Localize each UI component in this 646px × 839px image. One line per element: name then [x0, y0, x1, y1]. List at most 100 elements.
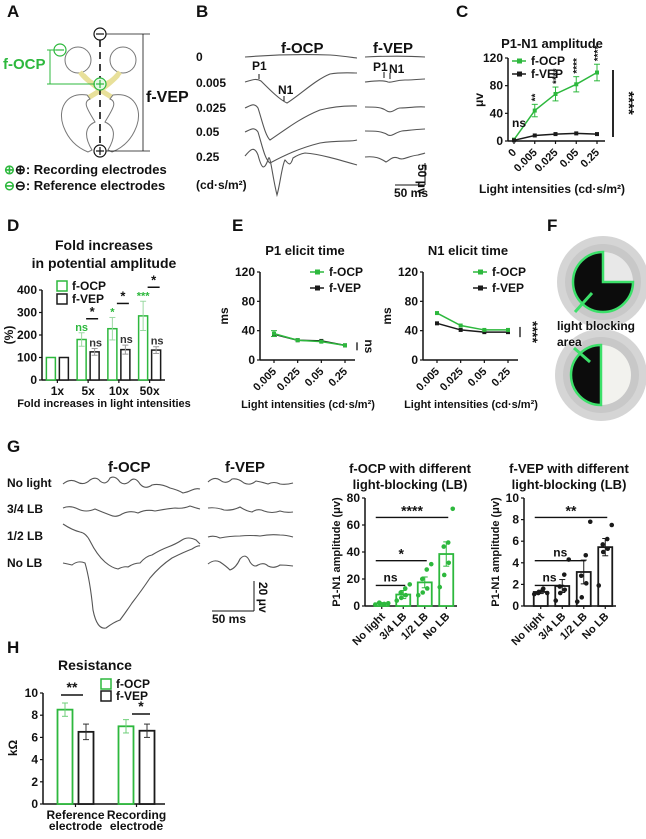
chart-g2-data-point — [579, 595, 585, 600]
chart-g1-ytick-label: 60 — [347, 518, 361, 532]
chart-h-pair-annotation: * — [138, 698, 144, 714]
chart-g1-data-point — [385, 601, 391, 606]
chart-g2-data-point — [544, 590, 550, 596]
trace-focp-005 — [244, 128, 358, 164]
chart-e2-overall-sig: **** — [525, 321, 541, 343]
chart-g1-data-point — [398, 595, 404, 601]
chart-d-bar-f-VEP — [58, 356, 70, 381]
panel-label-d: D — [7, 216, 20, 235]
recording-electrode-icon: ⊕ — [14, 162, 26, 177]
chart-g1-comparison-label: * — [399, 546, 405, 562]
condition-label: No light — [7, 476, 52, 490]
recording-electrode-chiasm-icon — [93, 77, 107, 91]
intensity-label: 0.05 — [196, 125, 220, 139]
chart-d-ytick-label: 100 — [17, 351, 37, 365]
chart-e1-xtick-label: 0.25 — [326, 366, 350, 390]
chart-e2-point — [506, 330, 510, 335]
focp-label: f-OCP — [3, 56, 46, 73]
scale-bar-g — [212, 581, 255, 612]
trace-fvep-0005 — [364, 78, 426, 83]
chart-g1-data-point — [450, 506, 456, 512]
chart-d-legend-swatch — [56, 280, 68, 292]
chart-c-ytick-label: 120 — [483, 51, 503, 65]
chart-c-legend-label: f-OCP — [531, 54, 565, 68]
chart-e2-ytick-label: 0 — [411, 353, 418, 367]
chart-g1-ylabel: P1-N1 amplitude (μv) — [331, 497, 343, 607]
legend-reference-text: : Reference electrodes — [25, 178, 166, 193]
chart-e1-point — [295, 338, 300, 343]
chart-g2-data-point — [531, 591, 537, 597]
chart-g2-ytick-label: 2 — [512, 577, 519, 591]
chart-e1-legend-label: f-OCP — [329, 265, 363, 279]
chart-g1-ytick-label: 0 — [353, 599, 360, 613]
chart-g1-data-point — [446, 560, 452, 566]
chart-h-bar-f-VEP — [138, 729, 156, 805]
trace-fvep-025 — [364, 152, 426, 163]
chart-h-bar-f-OCP — [117, 725, 135, 805]
trace-g-fvep-34 — [207, 506, 294, 514]
chart-e2-point — [435, 311, 439, 316]
chart-e2-point — [482, 330, 487, 335]
chart-e2-ytick-label: 40 — [405, 324, 419, 338]
chart-d-pair-annotation: * — [90, 304, 96, 319]
chart-g1-ytick-label: 20 — [347, 572, 361, 586]
chart-h-ytick-label: 8 — [31, 708, 38, 722]
trace-fvep-0 — [364, 55, 426, 58]
chart-d-focp-annotation: *** — [137, 290, 151, 302]
trace-g-focp-12 — [62, 523, 201, 570]
chart-g1-title: light-blocking (LB) — [353, 477, 468, 492]
chart-d-focp-annotation: * — [110, 306, 115, 318]
p1-label: P1 — [252, 59, 267, 73]
chart-e2-legend-label: f-OCP — [492, 265, 526, 279]
chart-d-pair-annotation: * — [151, 272, 157, 287]
panel-g-fvep-title: f-VEP — [225, 459, 266, 476]
chart-e1-overall-sig: ns — [362, 339, 376, 353]
chart-c-point — [553, 132, 558, 137]
chart-d-fvep-annotation: ns — [89, 338, 102, 350]
right-eye — [109, 46, 137, 74]
chart-h-ytick-label: 2 — [31, 775, 38, 789]
trace-g-focp-nolb — [62, 545, 201, 629]
trace-g-fvep-12 — [207, 534, 294, 539]
chart-e1-ytick-label: 0 — [248, 353, 255, 367]
chart-h-legend-label: f-OCP — [116, 677, 150, 691]
left-eye — [64, 46, 92, 74]
chart-d-bar-f-OCP — [45, 356, 57, 381]
chart-d-legend-label: f-VEP — [72, 292, 104, 306]
chart-e2-point — [458, 323, 463, 328]
chart-e2-legend-marker — [478, 285, 483, 291]
chart-g1-comparison-label: ns — [383, 570, 397, 584]
trace-focp-0025 — [244, 104, 358, 141]
chart-e2-legend-label: f-VEP — [492, 281, 524, 295]
panel-label-b: B — [196, 2, 209, 21]
legend-recording-text: : Recording electrodes — [25, 162, 167, 177]
chart-g1-ytick-label: 40 — [347, 545, 361, 559]
trace-g-focp-nolight — [62, 476, 201, 494]
chart-g1-data-point — [415, 592, 421, 598]
legend-recording: ⊕⊕: Recording electrodes — [4, 162, 167, 178]
chart-e1-ytick-label: 80 — [242, 294, 256, 308]
chart-d-title: in potential amplitude — [32, 255, 177, 271]
chart-h-ytick-label: 6 — [31, 730, 38, 744]
chart-h-ytick-label: 4 — [31, 753, 38, 767]
scale-x-label-b: 50 ms — [394, 186, 429, 200]
chart-d-pair-annotation: * — [120, 288, 126, 303]
chart-e1-ylabel: ms — [217, 307, 231, 325]
chart-e2-xlabel: Light intensities (cd·s/m²) — [404, 399, 538, 411]
chart-d-xtick-label: 1x — [51, 384, 65, 398]
condition-label: No LB — [7, 556, 43, 570]
trace-g-focp-34 — [62, 505, 201, 517]
chart-c-overall-sig: **** — [620, 91, 637, 115]
chart-g2-data-point — [535, 590, 541, 596]
chart-c-point — [532, 108, 537, 113]
intensity-label: 0 — [196, 50, 203, 64]
chart-d-focp-annotation: ns — [75, 322, 88, 334]
chart-e2-xtick-label: 0.25 — [489, 366, 513, 390]
chart-g2-data-point — [605, 546, 611, 552]
panel-label-h: H — [7, 638, 20, 657]
chart-c-xtick-label: 0 — [506, 147, 519, 160]
chart-e2-xtick-label: 0.025 — [438, 366, 466, 394]
chart-h-pair-annotation: ** — [67, 679, 78, 695]
